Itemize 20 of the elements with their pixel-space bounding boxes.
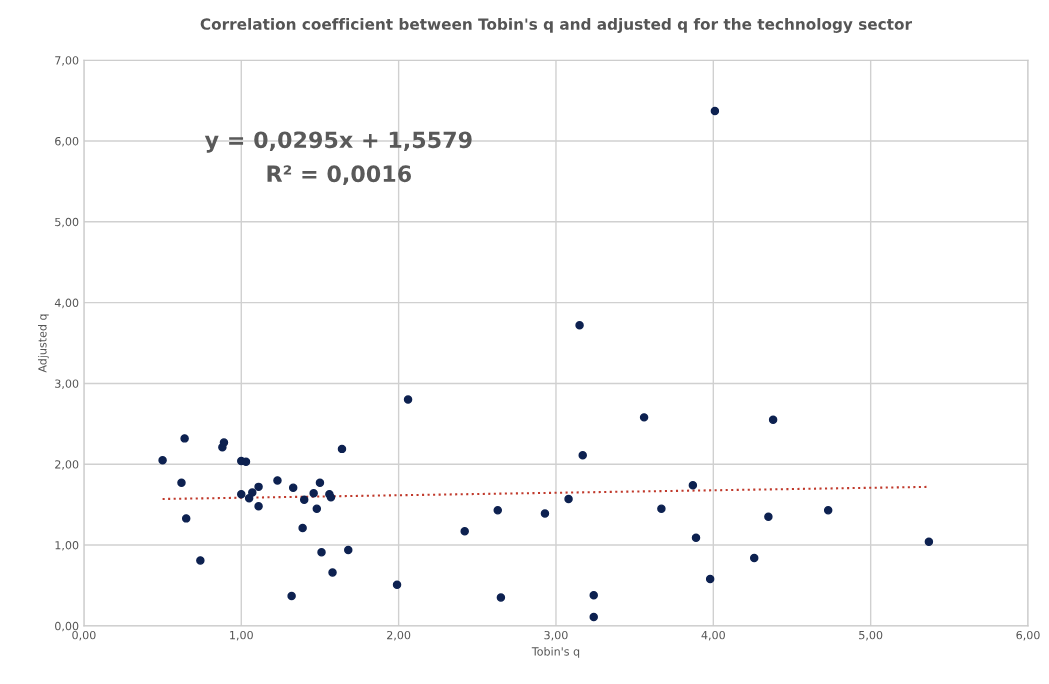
annotation: y = 0,0295x + 1,5579 [204, 131, 472, 153]
y-tick-label: 2,00 [55, 460, 79, 470]
y-tick-label: 1,00 [55, 541, 79, 551]
chart-title: Correlation coefficient between Tobin's q and adjusted q for the technology sector [200, 18, 912, 33]
y-axis-title: Adjusted q [38, 314, 49, 373]
x-tick-label: 4,00 [701, 630, 725, 641]
y-tick-label: 4,00 [54, 298, 79, 309]
annotation: R² = 0,0016 [267, 165, 411, 185]
y-tick-label: 5,00 [55, 217, 79, 228]
y-tick-label: 6,00 [55, 136, 79, 147]
x-tick-label: 2,00 [387, 630, 411, 641]
y-tick-label: 0,00 [55, 621, 79, 632]
x-tick-label: 5,00 [859, 630, 883, 641]
x-tick-label: 1,00 [230, 630, 253, 641]
y-tick-label: 7,00 [55, 56, 79, 66]
x-tick-label: 0,00 [72, 630, 96, 641]
x-axis-title: Tobin's q [531, 647, 580, 658]
x-tick-label: 3,00 [544, 630, 568, 641]
x-tick-label: 6,00 [1016, 630, 1040, 641]
y-tick-label: 3,00 [55, 379, 79, 389]
